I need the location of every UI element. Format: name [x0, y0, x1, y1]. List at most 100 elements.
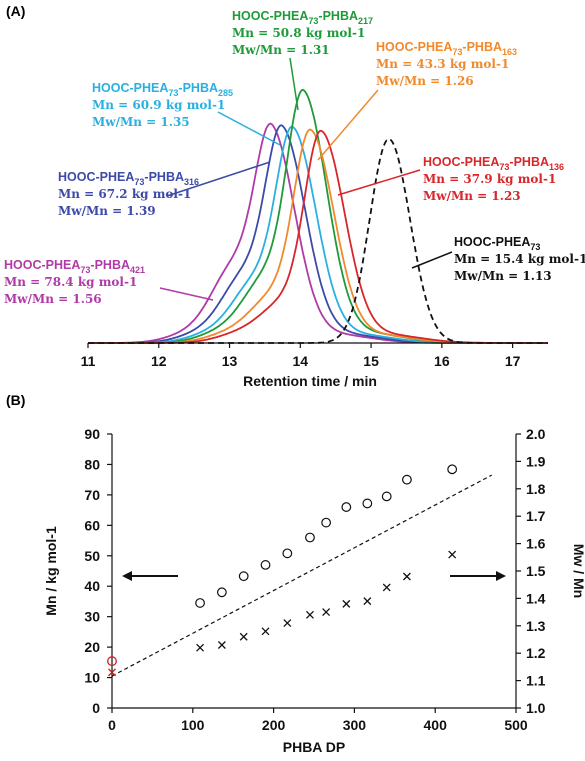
- dispersity-point: [306, 610, 314, 619]
- x-tick-label-b: 300: [343, 717, 367, 733]
- mn-point: [238, 571, 249, 582]
- dispersity-point: [402, 572, 411, 581]
- mn-point: [381, 491, 392, 502]
- series-name: HOOC-PHEA73-PHBA217: [232, 9, 373, 26]
- x-axis-label-a: Retention time / min: [243, 373, 377, 389]
- series-dispersity: Mw/Mn = 1.31: [232, 43, 330, 57]
- y-tick-label-right: 1.7: [526, 508, 546, 524]
- x-tick-label-b: 500: [504, 717, 528, 733]
- cross-stroke: [382, 583, 391, 592]
- series-name-sub: 136: [549, 162, 564, 172]
- series-name-part: -PHBA: [178, 81, 218, 95]
- y-tick-label-right: 1.3: [526, 618, 546, 634]
- series-dispersity: Mw/Mn = 1.26: [376, 74, 474, 88]
- cross-stroke: [239, 632, 248, 641]
- series-name-part: -PHBA: [90, 258, 130, 272]
- y-tick-label-right: 1.0: [526, 700, 546, 716]
- leader-line: [159, 287, 214, 301]
- series-name: HOOC-PHEA73-PHBA163: [376, 40, 517, 57]
- series-name: HOOC-PHEA73-PHBA316: [58, 170, 199, 187]
- series-mn: Mn = 15.4 kg mol-1: [454, 252, 585, 266]
- series-name-sub: 163: [502, 47, 517, 57]
- homopolymer-mn-point: [107, 656, 117, 667]
- leader-line: [217, 111, 281, 146]
- leader-line: [411, 251, 453, 269]
- cross-stroke: [306, 610, 314, 619]
- cross-stroke: [402, 572, 411, 581]
- series-name-part: -PHBA: [144, 170, 184, 184]
- series-name-sub: 73: [80, 265, 90, 275]
- series-name-sub: 73: [134, 177, 144, 187]
- panel-label-b: (B): [6, 392, 25, 408]
- series-dispersity: Mw/Mn = 1.39: [58, 204, 156, 218]
- series-name-part: HOOC-PHEA: [92, 81, 168, 95]
- series-mn: Mn = 43.3 kg mol-1: [376, 57, 509, 71]
- x-tick-label-b: 100: [181, 717, 205, 733]
- series-name-sub: 73: [452, 47, 462, 57]
- cross-stroke: [196, 643, 205, 652]
- y-tick-label-left: 20: [84, 639, 100, 655]
- series-name-part: HOOC-PHEA: [4, 258, 80, 272]
- x-tick-label-a: 12: [151, 353, 167, 369]
- x-tick-label-a: 17: [505, 353, 521, 369]
- mn-point: [216, 587, 227, 598]
- series-name-part: HOOC-PHEA: [232, 9, 308, 23]
- cross-stroke: [448, 550, 457, 559]
- y-tick-label-left: 90: [84, 426, 100, 442]
- y-tick-label-right: 2.0: [526, 426, 546, 442]
- mn-point: [447, 464, 458, 475]
- series-name-sub: 73: [530, 242, 540, 252]
- arrow-left-to-mn-axis: [122, 571, 178, 581]
- dispersity-point: [382, 583, 391, 592]
- mn-point: [341, 502, 352, 512]
- series-name-part: -PHBA: [318, 9, 358, 23]
- y-tick-label-right: 1.4: [526, 590, 546, 606]
- cross-stroke: [217, 641, 226, 649]
- x-axis-label-b: PHBA DP: [283, 739, 346, 755]
- mn-point: [321, 517, 332, 528]
- x-tick-label-a: 14: [293, 353, 309, 369]
- series-dispersity: Mw/Mn = 1.23: [423, 189, 521, 203]
- dispersity-point: [448, 550, 457, 559]
- y-tick-label-right: 1.6: [526, 536, 546, 552]
- series-mn: Mn = 67.2 kg mol-1: [58, 187, 191, 201]
- x-tick-label-a: 16: [434, 353, 450, 369]
- cross-stroke: [108, 668, 116, 677]
- y-tick-label-right: 1.2: [526, 645, 546, 661]
- series-name-part: -PHBA: [462, 40, 502, 54]
- cross-stroke: [283, 619, 292, 628]
- leader-line: [317, 89, 379, 161]
- cross-stroke: [363, 597, 372, 606]
- theory-line: [111, 474, 493, 677]
- cross-stroke: [342, 599, 351, 608]
- arrow-right-to-dispersity-axis: [450, 571, 506, 581]
- mn-point: [195, 598, 205, 608]
- series-dispersity: Mw/Mn = 1.13: [454, 269, 552, 283]
- leader-line: [166, 161, 271, 197]
- dispersity-point: [261, 627, 270, 636]
- series-name-part: HOOC-PHEA: [376, 40, 452, 54]
- y-tick-label-right: 1.8: [526, 481, 546, 497]
- y-tick-label-left: 80: [84, 456, 100, 472]
- x-tick-label-b: 0: [108, 717, 116, 733]
- cross-stroke: [261, 627, 270, 636]
- series-name: HOOC-PHEA73: [454, 235, 540, 252]
- series-name-part: HOOC-PHEA: [423, 155, 499, 169]
- series-name-part: HOOC-PHEA: [58, 170, 134, 184]
- y-tick-label-left: 10: [84, 670, 100, 686]
- series-mn: Mn = 60.9 kg mol-1: [92, 98, 225, 112]
- mn-point: [282, 548, 293, 559]
- series-mn: Mn = 37.9 kg mol-1: [423, 172, 556, 186]
- y-axis-label-right: Mw / Mn: [571, 544, 585, 598]
- y-tick-label-left: 70: [84, 487, 100, 503]
- series-name-sub: 73: [168, 88, 178, 98]
- x-tick-label-b: 200: [262, 717, 286, 733]
- y-tick-label-left: 60: [84, 517, 100, 533]
- series-name-sub: 421: [130, 265, 145, 275]
- x-tick-label-b: 400: [424, 717, 448, 733]
- y-tick-label-right: 1.9: [526, 453, 546, 469]
- series-name-part: HOOC-PHEA: [454, 235, 530, 249]
